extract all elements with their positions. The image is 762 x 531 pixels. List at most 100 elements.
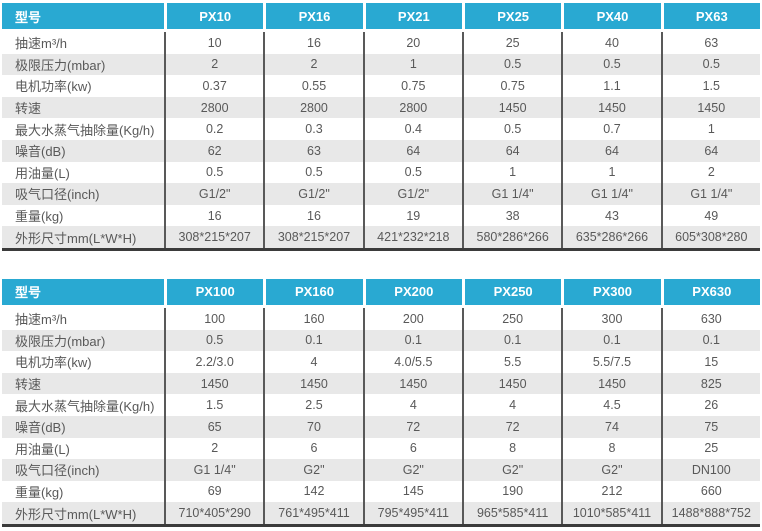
cell-value: 160 [263,307,362,330]
table-row: 外形尺寸mm(L*W*H) 710*405*290 761*495*411 795*4… [2,502,760,524]
cell-value: 5.5 [461,351,561,373]
cell-value: 0.37 [164,75,263,97]
cell-value: 75 [660,415,760,438]
cell-value: 2800 [164,96,263,119]
cell-value: 580*286*266 [461,226,561,248]
cell-value: 0.1 [660,329,760,352]
cell-value: 1450 [461,372,561,395]
cell-value: 1 [362,53,462,76]
cell-value: 16 [263,204,362,227]
cell-value: 4 [461,394,561,416]
cell-value: 1 [660,118,760,140]
cell-value: 190 [461,480,561,503]
cell-value: 16 [263,32,362,54]
cell-value: DN100 [660,459,760,481]
cell-value: 965*585*411 [461,502,561,524]
cell-value: 630 [660,307,760,330]
cell-value: 710*405*290 [164,502,263,524]
cell-value: 0.5 [561,53,660,76]
cell-value: 421*232*218 [362,226,462,248]
cell-value: 19 [362,204,462,227]
cell-value: 0.5 [263,161,362,184]
cell-value: G2" [362,459,462,481]
cell-value: 605*308*280 [660,226,760,248]
model-header: PX630 [663,278,760,305]
table-row: 极限压力(mbar) 0.5 0.1 0.1 0.1 0.1 0.1 [2,329,760,352]
cell-value: 4.5 [561,394,660,416]
cell-value: 635*286*266 [561,226,660,248]
cell-value: 2 [263,53,362,76]
spec-table-px100-px630: 型号 PX100 PX160 PX200 PX250 PX300 PX630 抽速m³/h 10… [2,278,760,527]
cell-value: 6 [362,437,462,460]
cell-value: 38 [461,204,561,227]
cell-value: 1450 [660,96,760,119]
cell-value: 0.75 [461,75,561,97]
table-row: 最大水蒸气抽除量(Kg/h) 1.5 2.5 4 4 4.5 26 [2,394,760,416]
cell-value: G1/2" [164,183,263,205]
row-label: 吸气口径(inch) [15,463,100,479]
cell-value: 200 [362,307,462,330]
cell-value: 1450 [164,372,263,395]
cell-value: 4 [362,394,462,416]
cell-value: 0.4 [362,118,462,140]
model-header: PX21 [365,3,462,29]
cell-value: 10 [164,32,263,54]
row-label: 电机功率(kw) [15,355,92,371]
model-column-header: 型号 [2,278,164,305]
row-label: 重量(kg) [15,484,64,500]
table-row: 噪音(dB) 65 70 72 72 74 75 [2,415,760,438]
table-row: 极限压力(mbar) 2 2 1 0.5 0.5 0.5 [2,53,760,76]
table-row: 最大水蒸气抽除量(Kg/h) 0.2 0.3 0.4 0.5 0.7 1 [2,118,760,140]
cell-value: 25 [461,32,561,54]
row-label: 重量(kg) [15,209,64,225]
model-column-header: 型号 [2,3,164,29]
cell-value: 795*495*411 [362,502,462,524]
cell-value: 142 [263,480,362,503]
cell-value: 63 [263,139,362,162]
cell-value: G2" [461,459,561,481]
row-label: 外形尺寸mm(L*W*H) [15,506,137,522]
cell-value: 5.5/7.5 [561,351,660,373]
cell-value: 2800 [362,96,462,119]
row-label: 用油量(L) [15,441,70,457]
cell-value: 8 [561,437,660,460]
model-header: PX160 [266,278,363,305]
model-header: PX100 [167,278,264,305]
row-label: 极限压力(mbar) [15,333,106,349]
cell-value: G1 1/4" [461,183,561,205]
cell-value: 0.2 [164,118,263,140]
cell-value: 0.1 [263,329,362,352]
cell-value: 16 [164,204,263,227]
cell-value: 8 [461,437,561,460]
cell-value: 64 [461,139,561,162]
table-row: 转速 2800 2800 2800 1450 1450 1450 [2,96,760,119]
model-header: PX63 [663,3,760,29]
cell-value: 72 [461,415,561,438]
cell-value: 1.5 [660,75,760,97]
cell-value: 2 [164,437,263,460]
model-header: PX200 [365,278,462,305]
cell-value: 15 [660,351,760,373]
model-header: PX25 [464,3,562,29]
cell-value: 4.0/5.5 [362,351,462,373]
cell-value: 1488*888*752 [660,502,760,524]
row-label: 用油量(L) [15,165,70,181]
cell-value: G1/2" [362,183,462,205]
row-label: 最大水蒸气抽除量(Kg/h) [15,122,155,138]
cell-value: 0.75 [362,75,462,97]
cell-value: 1010*585*411 [561,502,660,524]
table-row: 吸气口径(inch) G1/2" G1/2" G1/2" G1 1/4" G1 1/4" G… [2,183,760,205]
cell-value: 63 [660,32,760,54]
cell-value: G1 1/4" [164,459,263,481]
cell-value: 0.1 [461,329,561,352]
cell-value: 0.3 [263,118,362,140]
cell-value: 70 [263,415,362,438]
cell-value: 1.5 [164,394,263,416]
cell-value: G1/2" [263,183,362,205]
cell-value: 64 [362,139,462,162]
cell-value: 0.7 [561,118,660,140]
table-header-row: 型号 PX100 PX160 PX200 PX250 PX300 PX630 [2,278,760,305]
table-row: 外形尺寸mm(L*W*H) 308*215*207 308*215*207 421*2… [2,226,760,248]
model-header: PX16 [266,3,363,29]
cell-value: 0.5 [164,329,263,352]
